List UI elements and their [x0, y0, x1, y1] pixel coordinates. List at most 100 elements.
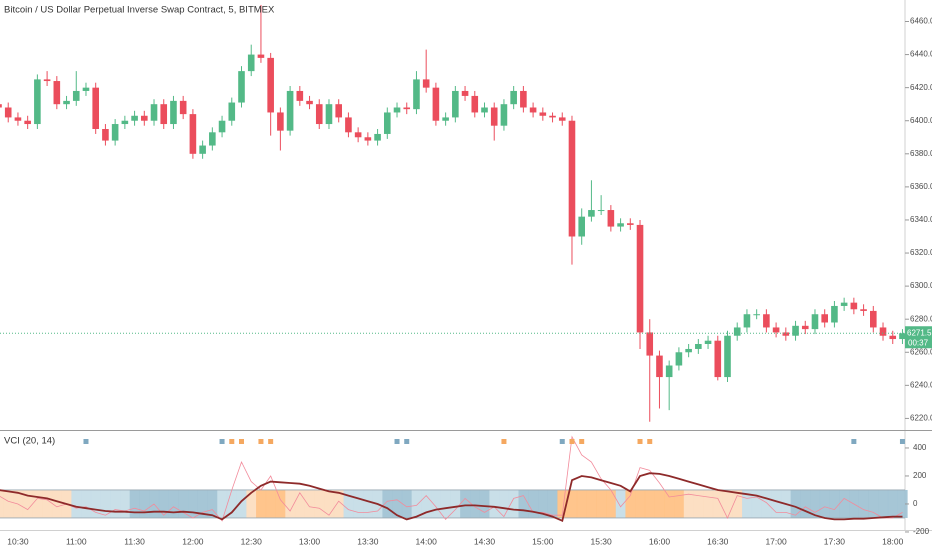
candle-body: [432, 87, 440, 121]
zone: [440, 489, 451, 518]
candle-body: [14, 117, 22, 121]
zone: [139, 489, 150, 518]
candle-body: [772, 327, 780, 333]
candle-body: [899, 333, 906, 340]
countdown-label: 00:37: [908, 338, 929, 347]
zone: [722, 489, 733, 518]
zone: [596, 489, 607, 518]
zone: [42, 489, 53, 518]
candle-body: [335, 104, 342, 118]
candle-body: [704, 340, 712, 344]
zone: [324, 489, 335, 518]
candle-body: [510, 90, 517, 105]
x-tick-label: 11:00: [66, 536, 87, 546]
zone: [363, 489, 374, 518]
candle-body: [111, 124, 119, 141]
candle-body: [43, 79, 51, 82]
indicator-line: [0, 472, 903, 523]
candle-body: [636, 224, 644, 333]
candle-body: [500, 104, 508, 126]
signal-marker: [501, 439, 507, 444]
zone: [557, 489, 568, 518]
signal-marker: [229, 439, 235, 444]
y-tick-label: 6240.0: [910, 380, 932, 389]
candle-body: [665, 365, 673, 378]
zone: [236, 489, 247, 518]
zone: [537, 489, 548, 518]
candle-body: [141, 115, 148, 121]
y-tick-label: 6400.0: [910, 116, 932, 125]
zone: [654, 489, 665, 518]
candle-body: [889, 335, 897, 340]
candle-body: [811, 314, 819, 330]
candle-body: [131, 115, 138, 121]
signal-marker: [899, 439, 905, 444]
candle-body: [821, 314, 828, 323]
candle-body: [345, 117, 352, 133]
zone: [256, 489, 267, 518]
zone: [314, 489, 325, 518]
x-tick-label: 14:00: [416, 536, 438, 546]
candle-body: [422, 79, 430, 88]
zone: [683, 489, 694, 518]
candle-body: [296, 90, 304, 101]
zone: [664, 489, 675, 518]
candle-body: [209, 132, 216, 146]
zone: [265, 489, 276, 518]
candle-body: [597, 210, 605, 212]
candle-body: [879, 327, 887, 336]
signal-marker: [569, 439, 575, 444]
candle-body: [695, 344, 702, 349]
x-tick-label: 13:30: [357, 536, 379, 546]
zone: [168, 489, 179, 518]
candle-body: [199, 145, 206, 154]
zone: [460, 489, 471, 518]
zone: [333, 489, 344, 518]
y-tick-label: 400: [913, 443, 927, 452]
x-tick-label: 18:00: [882, 536, 904, 546]
zone: [878, 489, 889, 518]
zone: [547, 489, 558, 518]
signal-marker: [637, 439, 643, 444]
candle-body: [578, 216, 585, 237]
x-tick-label: 17:30: [824, 536, 846, 546]
y-tick-label: 6260.0: [910, 347, 932, 356]
zone: [674, 489, 685, 518]
zone: [528, 489, 539, 518]
candle-body: [714, 340, 722, 378]
signal-marker: [219, 439, 225, 444]
zone: [829, 489, 840, 518]
indicator-line: [0, 435, 903, 522]
y-tick-label: 6300.0: [910, 281, 932, 290]
y-tick-label: 6420.0: [910, 83, 932, 92]
x-tick-label: 16:30: [707, 536, 729, 546]
candle-body: [218, 120, 226, 133]
candle-body: [860, 309, 867, 311]
zone: [732, 489, 743, 518]
y-tick-label: 6280.0: [910, 314, 932, 323]
zone: [703, 489, 714, 518]
candle-body: [617, 223, 624, 227]
y-tick-label: 6440.0: [910, 50, 932, 59]
chart-title: Bitcoin / US Dollar Perpetual Inverse Sw…: [4, 5, 275, 16]
zone: [110, 489, 121, 518]
zone: [887, 489, 898, 518]
candle-body: [228, 102, 236, 121]
zone: [615, 489, 626, 518]
zone: [178, 489, 189, 518]
zone: [246, 489, 257, 518]
y-tick-label: 6320.0: [910, 248, 932, 257]
zone: [644, 489, 655, 518]
candle-body: [364, 137, 372, 141]
zone: [197, 489, 208, 518]
candle-body: [238, 71, 245, 103]
candle-body: [354, 132, 362, 138]
indicator-title: VCI (20, 14): [4, 436, 55, 447]
candle-body: [753, 314, 760, 316]
candle-body: [393, 107, 401, 113]
signal-marker: [647, 439, 653, 444]
candle-body: [102, 129, 109, 141]
zone: [411, 489, 422, 518]
zone: [586, 489, 597, 518]
